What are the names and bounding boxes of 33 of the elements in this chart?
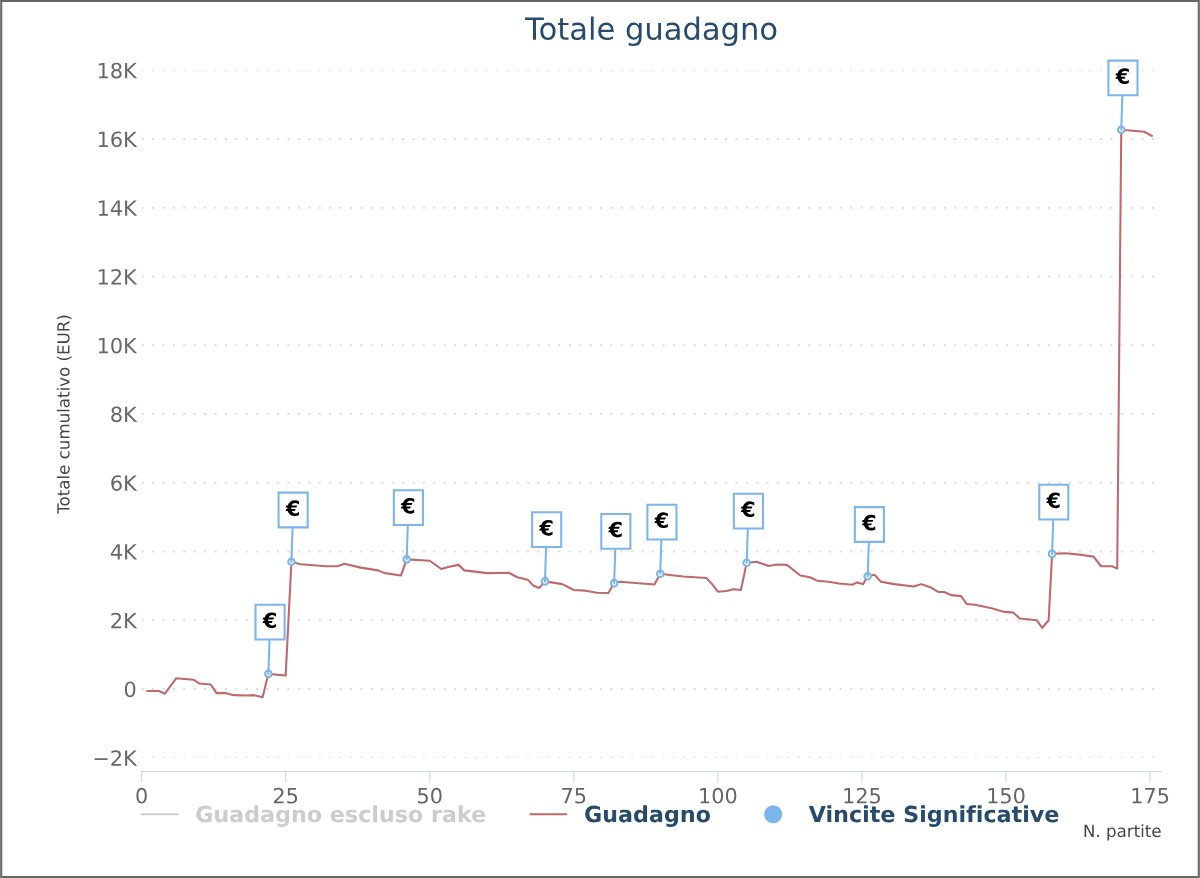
y-tick-label: 0 — [124, 681, 136, 698]
x-tick-label: 75 — [562, 788, 586, 804]
x-tick-label: 50 — [418, 787, 442, 804]
y-tick-label: 2K — [111, 612, 138, 629]
chart-title: Totale guadagno — [525, 16, 777, 47]
x-tick-label: 175 — [1132, 788, 1169, 804]
legend-label: Guadagno — [585, 805, 710, 827]
annotation: € — [654, 512, 668, 529]
annotation: € — [1046, 492, 1060, 509]
y-tick-label: 16K — [98, 131, 138, 148]
annotation: € — [740, 501, 755, 518]
y-tick-label: 6K — [111, 475, 138, 491]
x-tick-label: 25 — [273, 787, 298, 804]
y-tick-label: 12K — [98, 268, 138, 285]
y-tick-label: 14K — [98, 200, 138, 216]
x-tick-label: 150 — [988, 787, 1025, 804]
annotation: € — [1115, 68, 1129, 84]
annotation: € — [608, 521, 622, 538]
y-tick-label: 18K — [98, 62, 138, 79]
y-tick-label: 4K — [110, 544, 138, 560]
annotation: € — [262, 612, 276, 629]
y-tick-label: 8K — [111, 406, 138, 423]
legend-label: Vincite Significative — [808, 805, 1059, 827]
y-tick-label: −2K — [94, 750, 138, 766]
annotation: € — [285, 500, 299, 517]
x-tick-label: 125 — [844, 787, 880, 804]
y-tick-label: 10K — [98, 337, 138, 354]
annotation: € — [539, 519, 553, 536]
x-axis-title: N. partite — [1084, 824, 1161, 841]
y-axis-title: Totale cumulativo (EUR) — [56, 315, 72, 514]
x-tick-label: 100 — [700, 787, 737, 804]
annotation: € — [400, 497, 415, 514]
annotation: € — [861, 514, 876, 531]
